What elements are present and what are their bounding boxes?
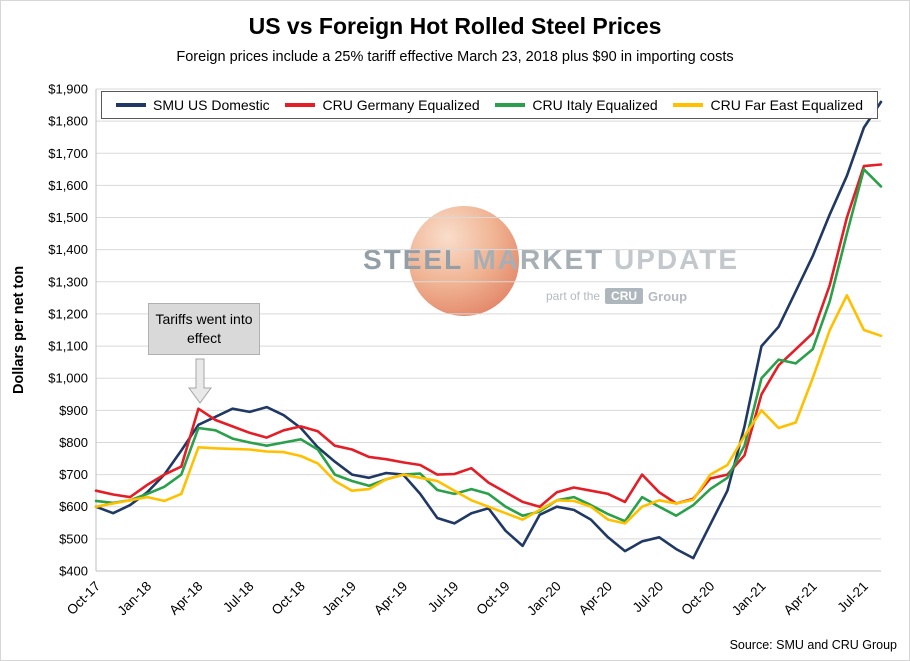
x-tick-label: Apr-19 [371,579,410,618]
legend-label: CRU Italy Equalized [532,97,658,113]
x-tick-label: Oct-18 [269,579,308,618]
x-tick-label: Jul-19 [425,579,462,616]
cru-logo-badge: CRU [605,288,644,304]
y-tick-label: $900 [59,403,88,418]
y-tick-label: $1,000 [48,371,88,386]
series-line-3 [94,293,883,525]
legend-item-cru-italy: CRU Italy Equalized [495,97,658,113]
chart-subtitle: Foreign prices include a 25% tariff effe… [176,49,734,65]
y-tick-label: $800 [59,435,88,450]
y-tick-label: $600 [59,499,88,514]
y-tick-label: $1,900 [48,82,88,97]
legend-swatch [285,103,316,107]
y-tick-label: $500 [59,531,88,546]
x-tick-label: Oct-20 [678,579,717,618]
y-tick-label: $700 [59,467,88,482]
watermark-tagline-suffix: Group [648,288,688,304]
x-tick-label: Jan-18 [115,579,155,619]
annotation-arrow [188,358,212,404]
y-tick-label: $1,300 [48,274,88,289]
chart-title: US vs Foreign Hot Rolled Steel Prices [248,13,662,39]
y-tick-label: $1,600 [48,178,88,193]
series-line-1 [94,163,883,509]
x-tick-label: Jan-19 [319,579,359,619]
y-tick-label: $1,200 [48,306,88,321]
x-tick-label: Oct-19 [473,579,512,618]
x-tick-label: Apr-20 [576,579,615,618]
watermark-tagline: part of the CRU Group [546,288,726,304]
y-tick-label: $1,800 [48,114,88,129]
tariff-annotation-callout: Tariffs went into effect [148,303,260,355]
legend-swatch [495,103,526,107]
legend-item-cru-germany: CRU Germany Equalized [285,97,480,113]
y-axis-title: Dollars per net ton [11,266,27,394]
y-tick-label: $1,100 [48,339,88,354]
x-tick-label: Oct-17 [64,579,103,618]
y-tick-label: $400 [59,564,88,579]
y-tick-label: $1,400 [48,242,88,257]
watermark-tagline-prefix: part of the [546,289,601,303]
x-tick-label: Jan-21 [729,579,769,619]
legend-swatch [673,103,704,107]
y-tick-label: $1,500 [48,210,88,225]
x-tick-label: Jul-18 [220,579,257,616]
series-line-0 [94,100,883,560]
x-tick-label: Apr-21 [781,579,820,618]
legend-item-cru-far-east: CRU Far East Equalized [673,97,863,113]
legend: SMU US Domestic CRU Germany Equalized CR… [101,91,878,119]
x-tick-label: Jul-21 [834,579,871,616]
legend-label: CRU Germany Equalized [322,97,480,113]
source-note: Source: SMU and CRU Group [729,638,897,652]
x-tick-label: Jan-20 [524,579,564,619]
y-tick-label: $1,700 [48,146,88,161]
legend-label: SMU US Domestic [153,97,270,113]
legend-swatch [116,103,146,107]
legend-label: CRU Far East Equalized [710,97,863,113]
x-tick-label: Apr-18 [166,579,205,618]
legend-item-smu-us-domestic: SMU US Domestic [116,97,270,113]
x-tick-label: Jul-20 [630,579,667,616]
series-line-2 [94,168,883,523]
smu-logo-circle [409,206,519,316]
